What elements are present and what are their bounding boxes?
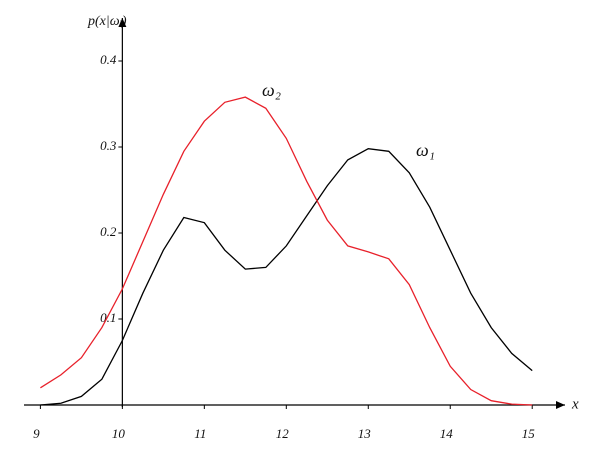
series-line: [40, 96, 533, 406]
series-line: [40, 148, 533, 406]
x-tick-label: 12: [276, 426, 290, 441]
y-tick-label: 0.4: [100, 52, 117, 67]
x-tick-label: 11: [194, 426, 206, 441]
y-axis-arrow: [118, 18, 127, 27]
x-axis-label: x: [571, 396, 579, 412]
x-tick-label: 15: [522, 426, 536, 441]
x-tick-label: 13: [358, 426, 372, 441]
x-tick-label: 9: [33, 426, 40, 441]
y-tick-label: 0.3: [100, 138, 117, 153]
x-tick-label: 10: [112, 426, 126, 441]
x-axis-arrow: [556, 401, 565, 409]
y-axis-label: p(x|ωᵢ): [87, 14, 127, 29]
series-label: ω₂: [262, 80, 281, 100]
y-tick-label: 0.2: [100, 224, 117, 239]
x-tick-label: 14: [440, 426, 454, 441]
y-tick-label: 0.1: [100, 310, 116, 325]
series-label: ω₁: [416, 140, 435, 160]
